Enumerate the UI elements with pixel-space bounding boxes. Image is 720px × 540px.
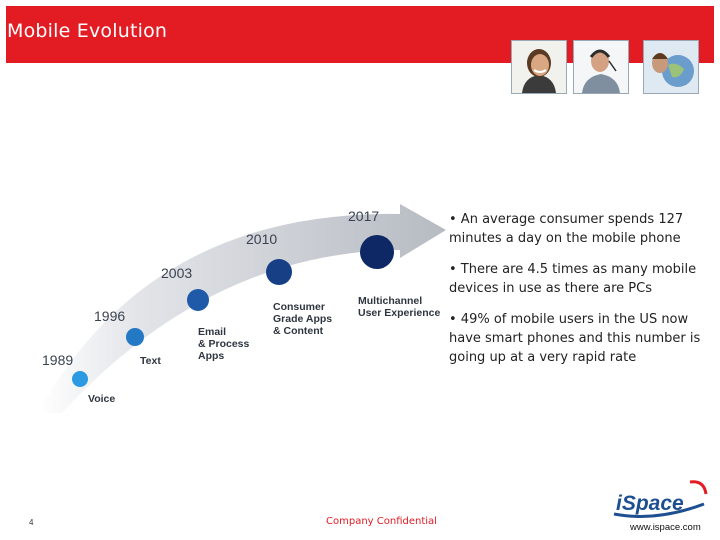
milestone-marker-2003 bbox=[187, 289, 209, 311]
milestone-year-1996: 1996 bbox=[94, 308, 125, 324]
page-number: 4 bbox=[29, 518, 34, 527]
logo-text: iSpace bbox=[616, 492, 684, 515]
ispace-logo: iSpace bbox=[613, 480, 708, 518]
milestone-label-1989: Voice bbox=[88, 393, 115, 405]
photo-woman-globe bbox=[643, 40, 699, 94]
bullet-item: • 49% of mobile users in the US now have… bbox=[449, 312, 701, 365]
milestone-label-2003: Email & Process Apps bbox=[198, 326, 250, 362]
timeline-diagram: 1989 Voice 1996 Text 2003 Email & Process Apps 2… bbox=[38, 204, 446, 413]
milestone-label-1996: Text bbox=[140, 355, 161, 367]
milestone-marker-2010 bbox=[266, 259, 292, 285]
milestone-marker-2017 bbox=[360, 235, 394, 269]
milestone-marker-1996 bbox=[126, 328, 144, 346]
milestone-label-2010: Consumer Grade Apps & Content bbox=[273, 301, 332, 337]
milestone-year-1989: 1989 bbox=[42, 352, 73, 368]
website-url: www.ispace.com bbox=[630, 522, 701, 533]
milestone-year-2010: 2010 bbox=[246, 231, 277, 247]
milestone-year-2003: 2003 bbox=[161, 265, 192, 281]
milestone-year-2017: 2017 bbox=[348, 208, 379, 224]
bullet-item: • An average consumer spends 127 minutes… bbox=[449, 212, 684, 246]
milestone-label-2017: Multichannel User Experience bbox=[358, 295, 440, 319]
photo-woman-smiling bbox=[511, 40, 567, 94]
bullet-item: • There are 4.5 times as many mobile dev… bbox=[449, 262, 697, 296]
milestone-marker-1989 bbox=[72, 371, 88, 387]
timeline-arrow bbox=[38, 204, 446, 413]
bullet-list: • An average consumer spends 127 minutes… bbox=[449, 210, 709, 379]
photo-man-headset bbox=[573, 40, 629, 94]
confidential-label: Company Confidential bbox=[326, 516, 437, 527]
slide-title: Mobile Evolution bbox=[7, 20, 168, 42]
